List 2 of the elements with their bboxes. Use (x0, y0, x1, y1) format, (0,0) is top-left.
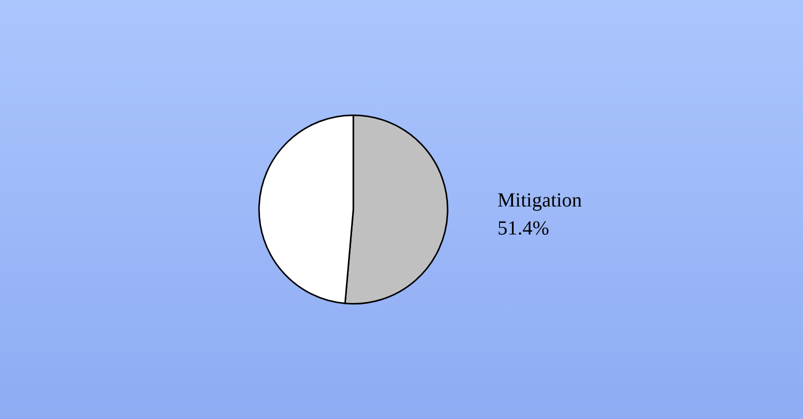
data-label: 51.4% (497, 217, 550, 240)
slice-label: Mitigation (497, 189, 582, 212)
